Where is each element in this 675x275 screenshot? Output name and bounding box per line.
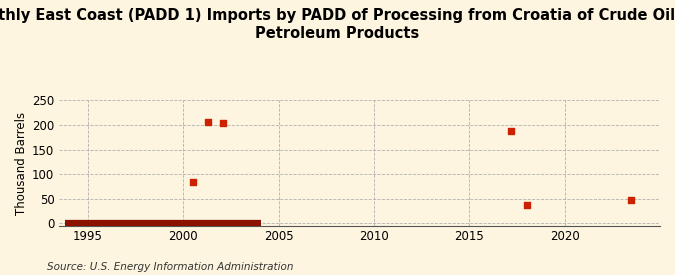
Text: Monthly East Coast (PADD 1) Imports by PADD of Processing from Croatia of Crude : Monthly East Coast (PADD 1) Imports by P…	[0, 8, 675, 41]
Point	[506, 129, 516, 133]
Point	[521, 202, 532, 207]
Point	[626, 198, 637, 202]
Text: Source: U.S. Energy Information Administration: Source: U.S. Energy Information Administ…	[47, 262, 294, 272]
Point	[202, 119, 213, 124]
Y-axis label: Thousand Barrels: Thousand Barrels	[15, 111, 28, 214]
Point	[188, 180, 198, 185]
Point	[218, 121, 229, 125]
